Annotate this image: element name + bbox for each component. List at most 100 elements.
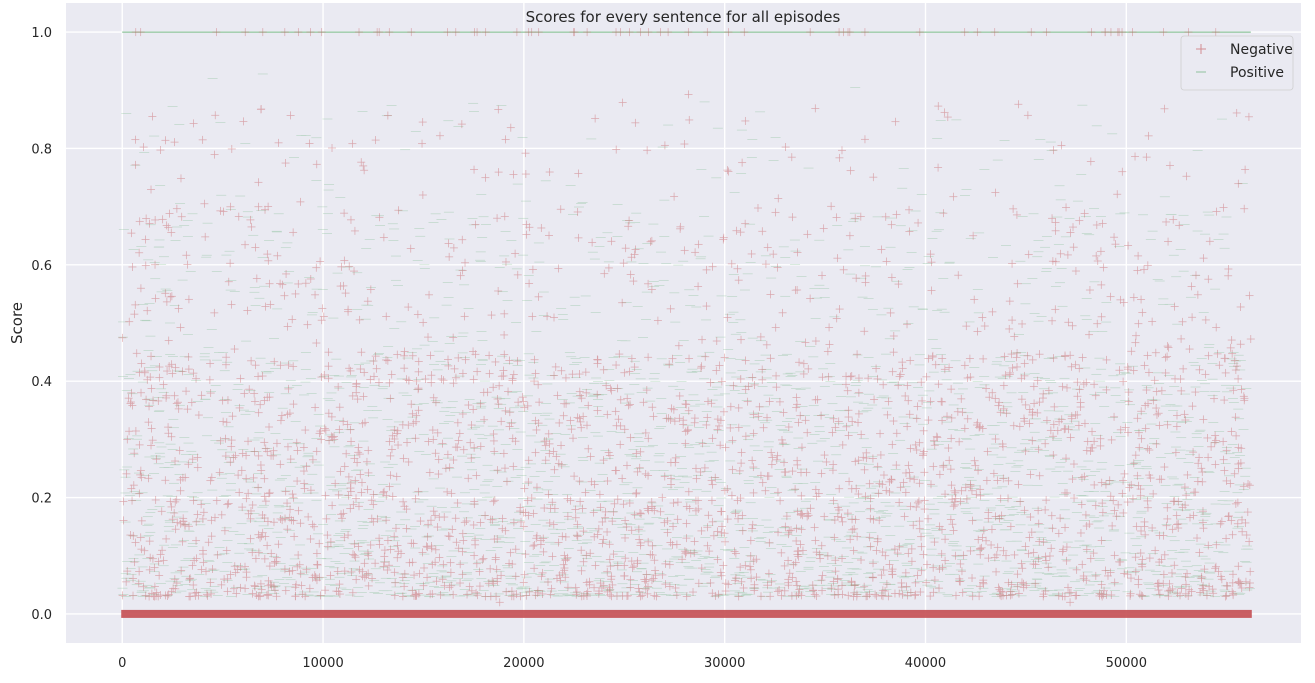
negative-point bbox=[167, 587, 176, 596]
negative-point bbox=[689, 588, 698, 597]
negative-point bbox=[383, 111, 392, 120]
negative-point bbox=[1217, 517, 1226, 526]
negative-point bbox=[895, 542, 904, 551]
negative-point bbox=[676, 224, 685, 233]
negative-point bbox=[1111, 240, 1120, 249]
negative-point bbox=[149, 396, 158, 405]
negative-point bbox=[480, 415, 489, 424]
negative-point bbox=[1124, 365, 1133, 374]
negative-point bbox=[280, 291, 289, 300]
negative-point bbox=[854, 409, 863, 418]
negative-point bbox=[879, 471, 888, 480]
negative-point bbox=[881, 551, 890, 560]
negative-point bbox=[809, 586, 818, 595]
negative-point bbox=[392, 524, 401, 533]
negative-point bbox=[868, 573, 877, 582]
negative-point bbox=[903, 381, 912, 390]
negative-point bbox=[1210, 438, 1219, 447]
negative-point bbox=[756, 592, 765, 601]
negative-point bbox=[1164, 343, 1173, 352]
negative-point bbox=[361, 418, 370, 427]
negative-point bbox=[723, 485, 732, 494]
negative-point bbox=[414, 385, 423, 394]
negative-point bbox=[345, 364, 354, 373]
negative-point bbox=[1241, 577, 1250, 586]
negative-point bbox=[1227, 516, 1236, 525]
negative-point bbox=[793, 547, 802, 556]
negative-point bbox=[254, 408, 263, 417]
negative-point bbox=[1091, 501, 1100, 510]
negative-point bbox=[606, 586, 615, 595]
negative-point bbox=[1234, 562, 1243, 571]
negative-point bbox=[663, 516, 672, 525]
negative-point bbox=[698, 439, 707, 448]
negative-point bbox=[939, 463, 948, 472]
negative-point bbox=[799, 359, 808, 368]
negative-point bbox=[491, 357, 500, 366]
negative-point bbox=[926, 397, 935, 406]
negative-point bbox=[741, 219, 750, 228]
negative-point bbox=[794, 418, 803, 427]
negative-point bbox=[694, 504, 703, 513]
negative-point bbox=[915, 524, 924, 533]
negative-point bbox=[561, 532, 570, 541]
negative-point bbox=[1080, 209, 1089, 218]
negative-point bbox=[911, 578, 920, 587]
negative-point bbox=[1109, 496, 1118, 505]
negative-point bbox=[183, 260, 192, 269]
negative-point bbox=[1142, 153, 1151, 162]
negative-point bbox=[1234, 459, 1243, 468]
negative-point bbox=[479, 388, 488, 397]
negative-point bbox=[385, 482, 394, 491]
negative-point bbox=[494, 286, 503, 295]
negative-point bbox=[1024, 250, 1033, 259]
negative-point bbox=[1062, 488, 1071, 497]
negative-point bbox=[811, 337, 820, 346]
negative-point bbox=[542, 437, 551, 446]
negative-point bbox=[156, 550, 165, 559]
negative-point bbox=[612, 421, 621, 430]
negative-point bbox=[340, 256, 349, 265]
negative-point bbox=[731, 509, 740, 518]
negative-point bbox=[683, 426, 692, 435]
negative-point bbox=[749, 488, 758, 497]
negative-point bbox=[276, 514, 285, 523]
negative-point bbox=[560, 564, 569, 573]
negative-point bbox=[861, 278, 870, 287]
negative-point bbox=[387, 445, 396, 454]
negative-point bbox=[648, 403, 657, 412]
negative-point bbox=[446, 568, 455, 577]
negative-point bbox=[741, 116, 750, 125]
negative-point bbox=[173, 518, 182, 527]
negative-point bbox=[348, 550, 357, 559]
negative-point bbox=[205, 375, 214, 384]
negative-point bbox=[554, 538, 563, 547]
negative-point bbox=[746, 562, 755, 571]
negative-point bbox=[144, 474, 153, 483]
negative-point bbox=[1154, 409, 1163, 418]
negative-point bbox=[1131, 152, 1140, 161]
negative-point bbox=[537, 572, 546, 581]
negative-point bbox=[171, 363, 180, 372]
negative-point bbox=[363, 297, 372, 306]
negative-point bbox=[775, 586, 784, 595]
negative-point bbox=[844, 591, 853, 600]
negative-point bbox=[892, 461, 901, 470]
negative-point bbox=[420, 563, 429, 572]
negative-point bbox=[235, 403, 244, 412]
negative-point bbox=[412, 417, 421, 426]
negative-point bbox=[792, 577, 801, 586]
negative-point bbox=[1010, 332, 1019, 341]
negative-point bbox=[1119, 298, 1128, 307]
negative-point bbox=[308, 520, 317, 529]
negative-point bbox=[853, 350, 862, 359]
negative-point bbox=[789, 560, 798, 569]
negative-point bbox=[139, 582, 148, 591]
negative-point bbox=[501, 406, 510, 415]
negative-point bbox=[550, 504, 559, 513]
negative-point bbox=[131, 135, 140, 144]
negative-point bbox=[390, 591, 399, 600]
negative-point bbox=[690, 548, 699, 557]
negative-point bbox=[796, 510, 805, 519]
negative-point bbox=[1199, 254, 1208, 263]
